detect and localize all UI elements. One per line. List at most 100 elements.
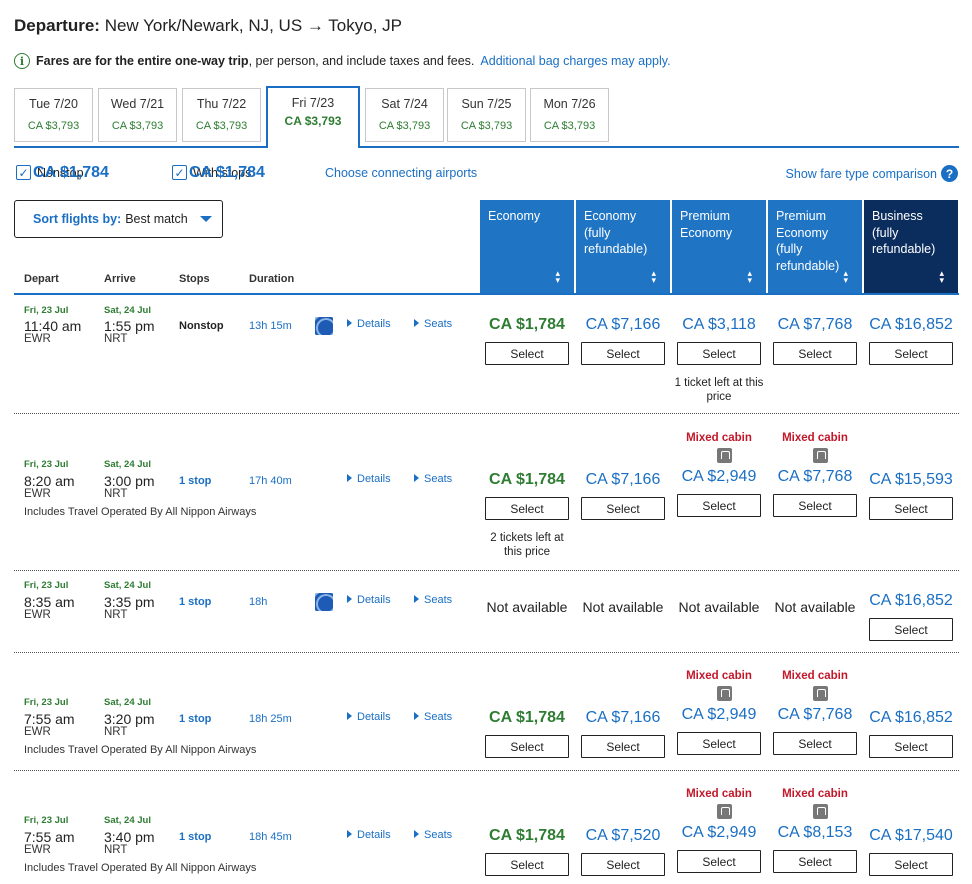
col-duration: Duration [249, 273, 295, 285]
select-button[interactable]: Select [581, 342, 665, 365]
select-button[interactable]: Select [773, 494, 857, 517]
stops-link[interactable]: 1 stop [179, 713, 212, 725]
fare-price: CA $2,949 [681, 468, 757, 485]
select-button[interactable]: Select [773, 732, 857, 755]
select-button[interactable]: Select [869, 735, 953, 758]
select-button[interactable]: Select [485, 342, 569, 365]
stops-link[interactable]: 1 stop [179, 475, 212, 487]
arrive-time: 3:20 pm [104, 711, 155, 727]
fare-compare: Show fare type comparison ? [786, 165, 958, 182]
seat-icon [813, 686, 828, 701]
col-stops: Stops [179, 273, 210, 285]
fare-price: CA $7,520 [585, 827, 661, 844]
select-button[interactable]: Select [677, 342, 761, 365]
arrive-time: 3:35 pm [104, 594, 155, 610]
seats-link[interactable]: Seats [414, 594, 452, 606]
select-button[interactable]: Select [773, 342, 857, 365]
date-tab-tue-7-20[interactable]: Tue 7/20 CA $3,793 [14, 88, 93, 142]
caret-right-icon [347, 474, 352, 482]
stops-text: Nonstop [179, 320, 224, 332]
select-button[interactable]: Select [485, 853, 569, 876]
fare-head-economy[interactable]: Economy ▴ ▾ [480, 200, 574, 294]
route-text: New York/Newark, NJ, US → Tokyo, JP [104, 16, 402, 35]
header-divider [14, 293, 959, 295]
select-button[interactable]: Select [485, 497, 569, 520]
tickets-left-note: 1 ticket left at this price [674, 377, 764, 403]
check-icon: ✓ [172, 165, 187, 180]
col-arrive: Arrive [104, 273, 136, 285]
nonstop-checkbox[interactable]: ✓ Nonstop CA $1,784 [16, 164, 109, 181]
not-available-text: Not available [678, 599, 760, 615]
select-button[interactable]: Select [581, 853, 665, 876]
details-link[interactable]: Details [347, 594, 391, 606]
sort-icon: ▴ ▾ [651, 268, 656, 285]
select-button[interactable]: Select [869, 618, 953, 641]
page-title: Departure: New York/Newark, NJ, US → Tok… [14, 16, 402, 36]
bag-charges-link[interactable]: Additional bag charges may apply. [480, 54, 671, 68]
select-button[interactable]: Select [677, 494, 761, 517]
arrive-time: 3:00 pm [104, 473, 155, 489]
fare-price: CA $1,784 [489, 471, 565, 488]
depart-time: 8:35 am [24, 594, 75, 610]
stops-link[interactable]: 1 stop [179, 596, 212, 608]
mixed-cabin-label: Mixed cabin [686, 788, 752, 800]
seat-icon [717, 686, 732, 701]
seats-link[interactable]: Seats [414, 829, 452, 841]
fare-price: CA $16,852 [869, 592, 953, 609]
arrive-time: 3:40 pm [104, 829, 155, 845]
fare-head-business-refundable[interactable]: Business (fully refundable) ▴ ▾ [864, 200, 958, 294]
select-button[interactable]: Select [677, 850, 761, 873]
date-tab-fri-7-23[interactable]: Fri 7/23 CA $3,793 [266, 86, 360, 148]
date-tab-mon-7-26[interactable]: Mon 7/26 CA $3,793 [530, 88, 609, 142]
fare-head-premium-economy[interactable]: Premium Economy ▴ ▾ [672, 200, 766, 294]
sort-dropdown[interactable]: Sort flights by: Best match [14, 200, 223, 238]
date-tab-sat-7-24[interactable]: Sat 7/24 CA $3,793 [365, 88, 444, 142]
select-button[interactable]: Select [869, 853, 953, 876]
connecting-airports-link[interactable]: Choose connecting airports [325, 166, 478, 180]
select-button[interactable]: Select [869, 342, 953, 365]
date-tab-thu-7-22[interactable]: Thu 7/22 CA $3,793 [182, 88, 261, 142]
mixed-cabin-label: Mixed cabin [686, 670, 752, 682]
row-divider [14, 413, 959, 414]
details-link[interactable]: Details [347, 829, 391, 841]
mixed-cabin-label: Mixed cabin [782, 788, 848, 800]
not-available-text: Not available [486, 599, 568, 615]
caret-right-icon [347, 319, 352, 327]
select-button[interactable]: Select [485, 735, 569, 758]
duration-text: 18h 45m [249, 831, 292, 843]
seat-icon [813, 804, 828, 819]
stops-link[interactable]: 1 stop [179, 831, 212, 843]
sort-icon: ▴ ▾ [843, 268, 848, 285]
seat-icon [717, 804, 732, 819]
seat-icon [717, 448, 732, 463]
caret-right-icon [347, 595, 352, 603]
seats-link[interactable]: Seats [414, 711, 452, 723]
select-button[interactable]: Select [677, 732, 761, 755]
info-icon: i [14, 53, 30, 69]
with-stops-checkbox[interactable]: ✓ With stops CA $1,784 [172, 164, 265, 181]
help-icon[interactable]: ? [941, 165, 958, 182]
seats-link[interactable]: Seats [414, 473, 452, 485]
date-tab-wed-7-21[interactable]: Wed 7/21 CA $3,793 [98, 88, 177, 142]
caret-right-icon [414, 319, 419, 327]
fare-head-economy-refundable[interactable]: Economy (fully refundable) ▴ ▾ [576, 200, 670, 294]
fare-price: CA $3,118 [682, 316, 756, 333]
seats-link[interactable]: Seats [414, 318, 452, 330]
fare-compare-link[interactable]: Show fare type comparison [785, 166, 937, 181]
select-button[interactable]: Select [773, 850, 857, 873]
col-depart: Depart [24, 273, 59, 285]
details-link[interactable]: Details [347, 711, 391, 723]
duration-text: 18h 25m [249, 713, 292, 725]
select-button[interactable]: Select [581, 497, 665, 520]
select-button[interactable]: Select [869, 497, 953, 520]
fare-price: CA $7,768 [777, 468, 853, 485]
date-tab-sun-7-25[interactable]: Sun 7/25 CA $3,793 [447, 88, 526, 142]
select-button[interactable]: Select [581, 735, 665, 758]
fare-price: CA $7,166 [585, 316, 661, 333]
sort-icon: ▴ ▾ [747, 268, 752, 285]
depart-time: 11:40 am [24, 318, 82, 334]
details-link[interactable]: Details [347, 473, 391, 485]
fare-head-premium-economy-refundable[interactable]: Premium Economy (fully refundable) ▴ ▾ [768, 200, 862, 294]
details-link[interactable]: Details [347, 318, 391, 330]
caret-right-icon [414, 474, 419, 482]
